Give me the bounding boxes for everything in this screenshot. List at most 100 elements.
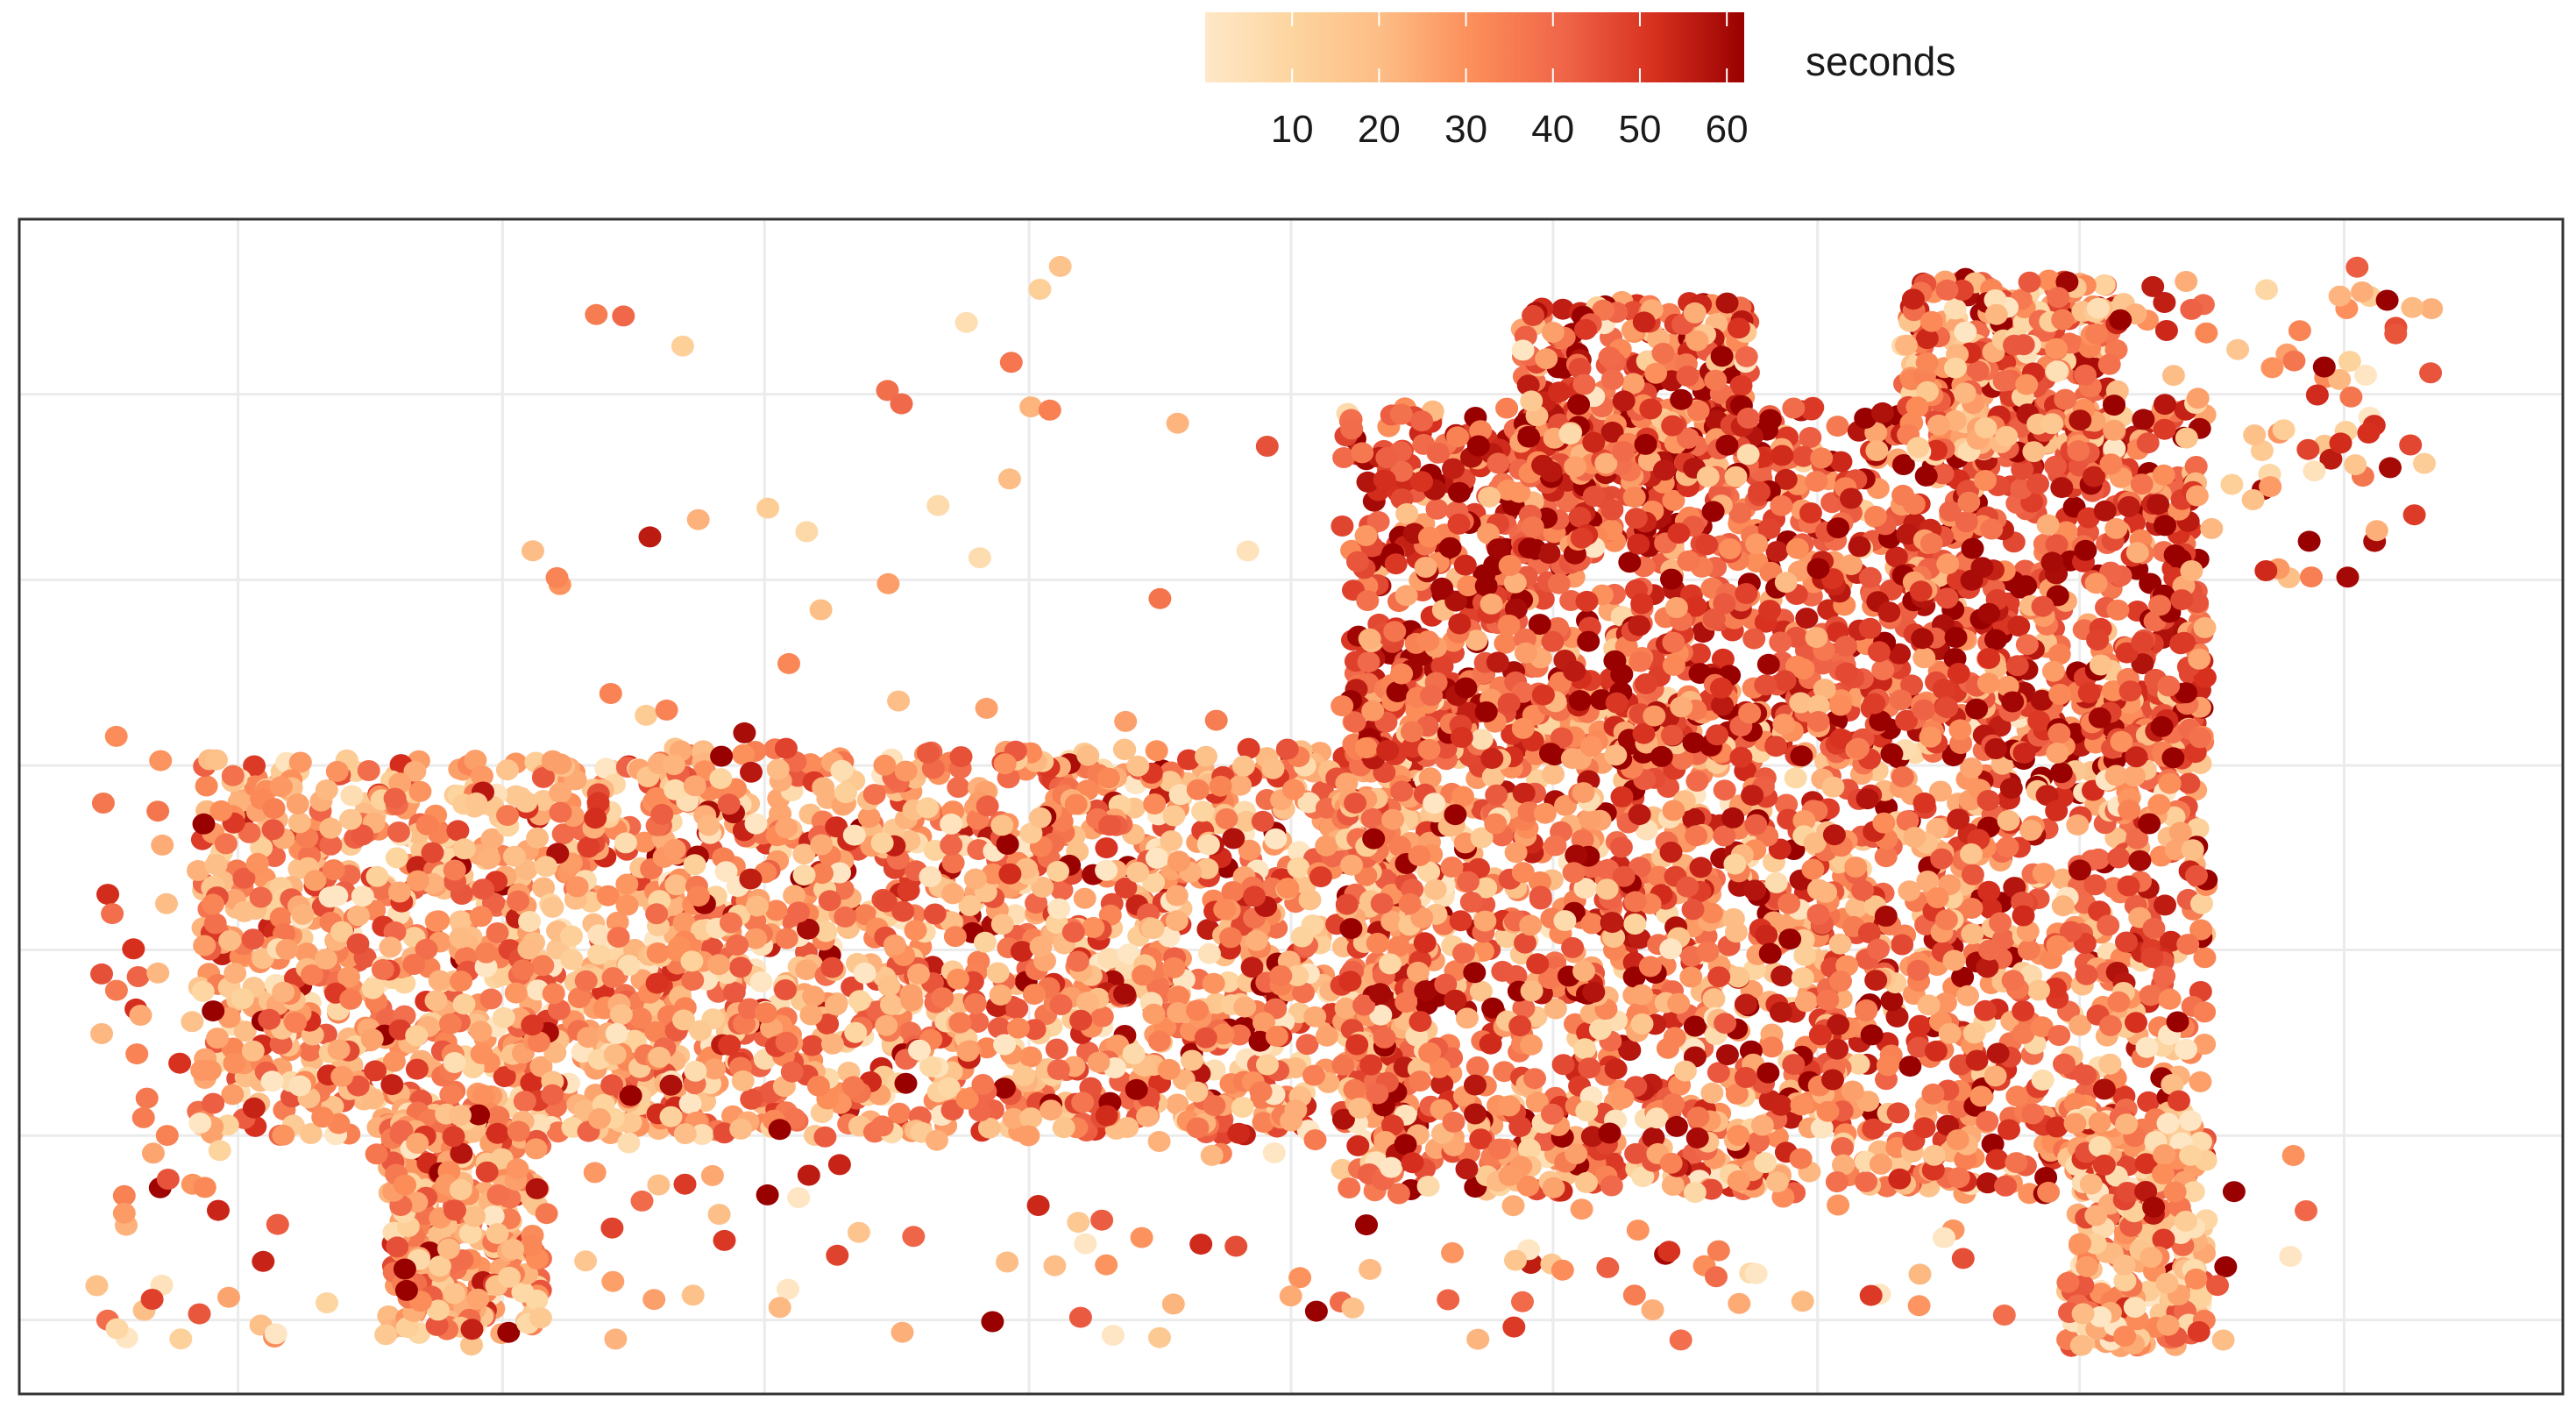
data-point bbox=[707, 954, 731, 976]
data-point bbox=[365, 865, 389, 887]
data-point bbox=[301, 964, 323, 985]
data-point bbox=[1162, 805, 1186, 827]
data-point bbox=[1734, 1067, 1757, 1088]
data-point bbox=[288, 751, 312, 773]
data-point bbox=[351, 824, 374, 846]
data-point bbox=[1442, 1111, 1465, 1133]
data-point bbox=[241, 1040, 265, 1062]
data-point bbox=[340, 785, 364, 807]
data-point bbox=[1275, 738, 1299, 760]
data-point bbox=[2017, 939, 2040, 961]
data-point bbox=[2115, 931, 2138, 953]
data-point bbox=[2154, 894, 2176, 916]
data-point bbox=[1145, 847, 1168, 869]
data-point bbox=[1406, 961, 1430, 983]
data-point bbox=[768, 1119, 791, 1141]
data-point bbox=[527, 1031, 550, 1053]
data-point bbox=[2158, 988, 2182, 1010]
data-point bbox=[1727, 1125, 1750, 1146]
data-point bbox=[322, 859, 345, 881]
data-point bbox=[1696, 941, 1720, 963]
data-point bbox=[474, 942, 498, 964]
data-point bbox=[565, 876, 589, 898]
data-point bbox=[943, 926, 967, 948]
data-point bbox=[792, 843, 816, 865]
data-point bbox=[586, 792, 610, 814]
data-point bbox=[504, 982, 528, 1004]
data-point bbox=[517, 938, 541, 960]
data-point bbox=[1303, 1006, 1327, 1028]
data-point bbox=[1924, 1040, 1948, 1062]
data-point bbox=[1473, 910, 1497, 932]
data-point bbox=[524, 1138, 548, 1160]
data-point bbox=[947, 777, 970, 798]
data-point bbox=[2128, 850, 2152, 871]
data-point bbox=[311, 1106, 335, 1128]
data-point bbox=[330, 1065, 354, 1087]
data-point bbox=[672, 912, 696, 934]
data-point bbox=[1542, 764, 1565, 786]
data-point bbox=[1714, 1013, 1737, 1035]
data-point bbox=[195, 775, 218, 797]
data-point bbox=[511, 959, 535, 981]
data-point bbox=[231, 988, 254, 1009]
data-point bbox=[806, 1075, 830, 1097]
data-point bbox=[689, 1020, 713, 1042]
data-point bbox=[1394, 1134, 1417, 1156]
data-point bbox=[2107, 847, 2131, 869]
data-point bbox=[1122, 1043, 1146, 1064]
data-point bbox=[1572, 960, 1596, 982]
data-point bbox=[764, 900, 788, 921]
data-point bbox=[2001, 970, 2025, 992]
data-point bbox=[542, 983, 565, 1005]
data-point bbox=[330, 921, 353, 942]
data-point bbox=[1284, 1099, 1308, 1121]
data-point bbox=[1066, 950, 1089, 972]
data-point bbox=[1996, 836, 2019, 858]
data-point bbox=[1511, 862, 1535, 884]
data-point bbox=[1754, 1152, 1777, 1174]
data-point bbox=[810, 834, 834, 856]
data-point bbox=[1604, 1058, 1628, 1080]
data-point bbox=[2074, 1064, 2097, 1086]
data-point bbox=[900, 990, 924, 1012]
data-point bbox=[577, 836, 600, 858]
data-point bbox=[1961, 923, 1984, 945]
data-point bbox=[1685, 771, 1709, 792]
data-point bbox=[371, 958, 394, 980]
data-point bbox=[596, 885, 620, 907]
data-point bbox=[1398, 892, 1422, 914]
data-point bbox=[1211, 1023, 1235, 1045]
data-point bbox=[709, 768, 733, 790]
data-point bbox=[1814, 881, 1838, 903]
data-point bbox=[1962, 1022, 1986, 1044]
data-point bbox=[405, 1025, 429, 1047]
data-point bbox=[1340, 854, 1363, 876]
data-point bbox=[1444, 804, 1467, 826]
data-point bbox=[1185, 1081, 1209, 1103]
data-point bbox=[1145, 740, 1168, 762]
data-point bbox=[1023, 1019, 1047, 1041]
data-point bbox=[1764, 736, 1788, 757]
data-point bbox=[1309, 866, 1332, 888]
data-point bbox=[1960, 898, 1983, 919]
data-point bbox=[797, 918, 820, 940]
data-point bbox=[1298, 889, 1322, 911]
data-point bbox=[1165, 885, 1189, 907]
data-point bbox=[1713, 779, 1736, 801]
data-point bbox=[1611, 1087, 1635, 1109]
data-point bbox=[2098, 1053, 2122, 1075]
data-point bbox=[496, 805, 520, 827]
data-point bbox=[1600, 912, 1624, 934]
data-point bbox=[1114, 877, 1138, 899]
data-point bbox=[645, 972, 669, 994]
data-point bbox=[1661, 1175, 1685, 1196]
data-point bbox=[877, 975, 901, 997]
data-point bbox=[1921, 1083, 1945, 1105]
data-point bbox=[1219, 927, 1242, 949]
data-point bbox=[1638, 956, 1662, 978]
data-point bbox=[1390, 780, 1414, 802]
data-point bbox=[1113, 739, 1137, 761]
data-point bbox=[1912, 1117, 1936, 1139]
data-point bbox=[464, 750, 487, 772]
